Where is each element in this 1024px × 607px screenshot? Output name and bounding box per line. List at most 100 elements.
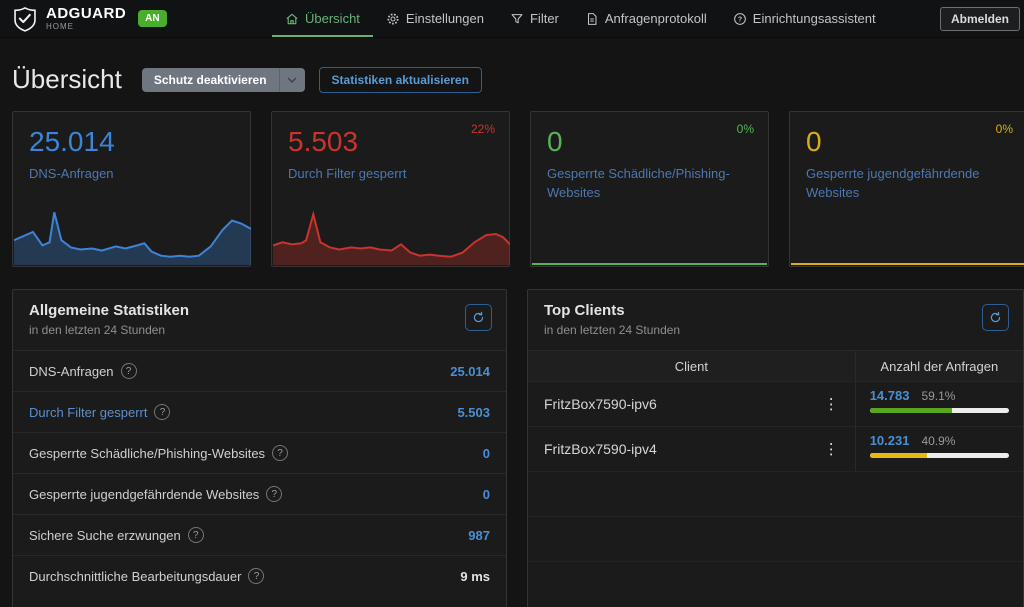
protection-dropdown-button[interactable]	[279, 68, 305, 92]
help-icon[interactable]: ?	[121, 363, 137, 379]
document-icon	[585, 12, 599, 26]
flat-sparkline	[791, 263, 1024, 265]
table-row-client-ipv6: FritzBox7590-ipv6 ⋮ 14.783 59.1%	[528, 381, 1023, 426]
panel-subtitle: in den letzten 24 Stunden	[544, 323, 1007, 337]
panel-refresh-button[interactable]	[982, 304, 1009, 331]
gear-icon	[386, 12, 400, 26]
brand-name: ADGUARD	[46, 6, 126, 21]
top-navbar: ADGUARD HOME AN Übersicht Einstellungen	[0, 0, 1024, 38]
column-header-client[interactable]: Client	[528, 351, 855, 381]
client-name: FritzBox7590-ipv6	[544, 396, 657, 412]
stats-row-value: 987	[468, 528, 490, 543]
disable-protection-button[interactable]: Schutz deaktivieren	[142, 68, 279, 92]
stats-row-jugendgefaehrdende-websites: Gesperrte jugendgefährdende Websites ? 0	[13, 473, 506, 514]
panel-subtitle: in den letzten 24 Stunden	[29, 323, 490, 337]
nav-item-anfragenprotokoll[interactable]: Anfragenprotokoll	[572, 0, 720, 37]
stat-label: Durch Filter gesperrt	[288, 165, 493, 184]
stats-row-label: DNS-Anfragen	[29, 364, 114, 379]
filter-icon	[510, 12, 524, 26]
stats-row-durch-filter-gesperrt: Durch Filter gesperrt ? 5.503	[13, 391, 506, 432]
stats-row-bearbeitungsdauer: Durchschnittliche Bearbeitungsdauer ? 9 …	[13, 555, 506, 596]
nav-item-einrichtungsassistent[interactable]: ? Einrichtungsassistent	[720, 0, 889, 37]
panels-row: Allgemeine Statistiken in den letzten 24…	[0, 289, 1024, 607]
home-icon	[285, 12, 299, 26]
top-clients-panel: Top Clients in den letzten 24 Stunden Cl…	[527, 289, 1024, 607]
brand-logo[interactable]: ADGUARD HOME AN	[0, 6, 167, 32]
nav-label: Übersicht	[305, 11, 360, 26]
page-title: Übersicht	[12, 64, 122, 95]
stats-row-value: 0	[483, 446, 490, 461]
refresh-statistics-button[interactable]: Statistiken aktualisieren	[319, 67, 482, 93]
stat-percent: 22%	[471, 122, 495, 136]
kebab-menu-icon[interactable]: ⋮	[820, 395, 843, 413]
stat-value: 0	[806, 126, 1024, 158]
flat-sparkline	[532, 263, 767, 265]
panel-header: Allgemeine Statistiken in den letzten 24…	[13, 290, 506, 350]
stat-percent: 0%	[737, 122, 754, 136]
stat-percent: 0%	[996, 122, 1013, 136]
stats-row-label: Gesperrte jugendgefährdende Websites	[29, 487, 259, 502]
stat-card-dns-anfragen: 25.014 DNS-Anfragen	[12, 111, 251, 267]
table-row-client-ipv4: FritzBox7590-ipv4 ⋮ 10.231 40.9%	[528, 426, 1023, 471]
stat-label: DNS-Anfragen	[29, 165, 234, 184]
nav-label: Anfragenprotokoll	[605, 11, 707, 26]
help-icon[interactable]: ?	[248, 568, 264, 584]
help-icon[interactable]: ?	[266, 486, 282, 502]
nav-item-uebersicht[interactable]: Übersicht	[272, 0, 373, 37]
nav-label: Einstellungen	[406, 11, 484, 26]
sparkline-chart	[14, 203, 251, 265]
stats-row-sichere-suche: Sichere Suche erzwungen ? 987	[13, 514, 506, 555]
stats-row-label: Gesperrte Schädliche/Phishing-Websites	[29, 446, 265, 461]
stat-card-phishing-websites: 0% 0 Gesperrte Schädliche/Phishing-Websi…	[530, 111, 769, 267]
brand-subtitle: HOME	[46, 23, 126, 31]
stats-row-label: Durchschnittliche Bearbeitungsdauer	[29, 569, 241, 584]
stats-row-label: Sichere Suche erzwungen	[29, 528, 181, 543]
progress-bar-fill	[870, 453, 927, 458]
stat-card-jugendgefaehrdende-websites: 0% 0 Gesperrte jugendgefährdende Website…	[789, 111, 1024, 267]
table-row-empty	[528, 471, 1023, 516]
help-icon[interactable]: ?	[188, 527, 204, 543]
stat-cards-row: 25.014 DNS-Anfragen 22% 5.503 Durch Filt…	[0, 111, 1024, 267]
table-row-empty	[528, 561, 1023, 606]
panel-header: Top Clients in den letzten 24 Stunden	[528, 290, 1023, 350]
shield-logo-icon	[12, 6, 38, 32]
stats-row-label-link[interactable]: Durch Filter gesperrt	[29, 405, 147, 420]
client-request-percent: 59.1%	[921, 389, 955, 403]
kebab-menu-icon[interactable]: ⋮	[820, 440, 843, 458]
protection-on-badge: AN	[138, 10, 166, 27]
stat-value: 25.014	[29, 126, 250, 158]
help-circle-icon: ?	[733, 12, 747, 26]
panel-title: Allgemeine Statistiken	[29, 302, 490, 319]
help-icon[interactable]: ?	[272, 445, 288, 461]
nav-label: Filter	[530, 11, 559, 26]
client-request-count: 14.783	[870, 388, 910, 403]
progress-bar-fill	[870, 408, 952, 413]
stats-row-value: 25.014	[450, 364, 490, 379]
client-request-count: 10.231	[870, 433, 910, 448]
stat-value: 0	[547, 126, 768, 158]
nav-item-einstellungen[interactable]: Einstellungen	[373, 0, 497, 37]
refresh-icon	[989, 311, 1002, 324]
logout-button[interactable]: Abmelden	[940, 7, 1020, 31]
nav-item-filter[interactable]: Filter	[497, 0, 572, 37]
page-header: Übersicht Schutz deaktivieren Statistike…	[0, 38, 1024, 111]
help-icon[interactable]: ?	[154, 404, 170, 420]
column-header-count[interactable]: Anzahl der Anfragen	[855, 351, 1023, 381]
chevron-down-icon	[286, 74, 298, 86]
panel-title: Top Clients	[544, 302, 1007, 319]
stats-row-phishing-websites: Gesperrte Schädliche/Phishing-Websites ?…	[13, 432, 506, 473]
stat-label: Gesperrte Schädliche/Phishing-Websites	[547, 165, 752, 203]
main-nav: Übersicht Einstellungen Filter Anfra	[272, 0, 889, 37]
client-request-percent: 40.9%	[921, 434, 955, 448]
refresh-icon	[472, 311, 485, 324]
adguard-home-dashboard: ADGUARD HOME AN Übersicht Einstellungen	[0, 0, 1024, 607]
brand-text: ADGUARD HOME	[46, 6, 126, 31]
stats-row-value: 9 ms	[460, 569, 490, 584]
panel-refresh-button[interactable]	[465, 304, 492, 331]
stats-row-value: 5.503	[457, 405, 490, 420]
stat-card-durch-filter-gesperrt: 22% 5.503 Durch Filter gesperrt	[271, 111, 510, 267]
table-row-empty	[528, 516, 1023, 561]
top-clients-column-header: Client Anzahl der Anfragen	[528, 350, 1023, 381]
sparkline-chart	[273, 203, 510, 265]
stats-row-value: 0	[483, 487, 490, 502]
